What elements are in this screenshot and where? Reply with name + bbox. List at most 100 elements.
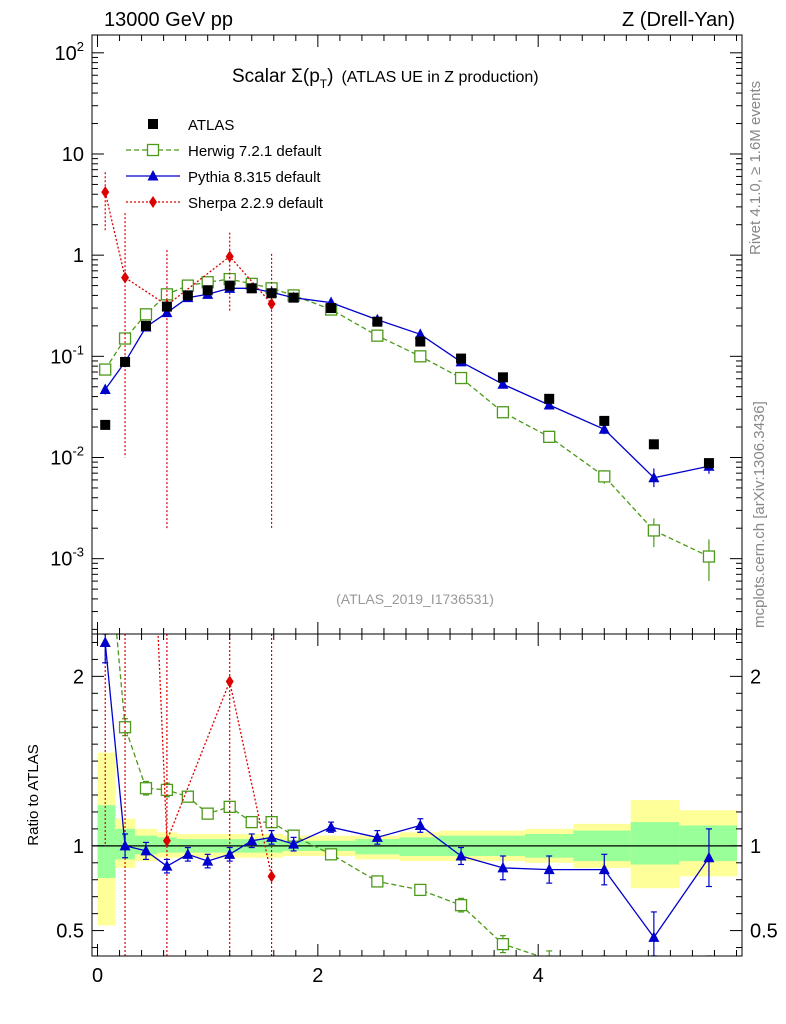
ratio-point	[140, 844, 152, 856]
analysis-id-label: (ATLAS_2019_I1736531)	[336, 591, 494, 607]
legend-entry: Pythia 8.315 default	[126, 169, 321, 186]
ratio-line	[116, 634, 541, 956]
data-point	[543, 430, 556, 443]
data-point	[139, 308, 153, 321]
ratio-point	[224, 848, 236, 859]
data-point	[101, 186, 110, 199]
data-point	[140, 320, 151, 331]
data-point	[121, 271, 130, 284]
ratio-point	[182, 848, 194, 859]
data-point	[161, 301, 172, 312]
legend-marker	[147, 170, 159, 181]
header-labels: 13000 GeV pp Z (Drell-Yan)	[104, 9, 735, 31]
ratio-point	[598, 863, 610, 875]
main-ytick-labels: 10-3 10-2 10-1 1 10 102	[50, 39, 84, 571]
data-point	[702, 550, 716, 563]
ytick-label: 10-1	[50, 342, 84, 368]
ratio-plot-content	[92, 634, 742, 956]
series-atlas	[100, 280, 714, 469]
ratio-point	[288, 838, 300, 849]
plot-title-sub: T	[320, 77, 328, 91]
band-green	[97, 805, 116, 879]
xtick-label: 0	[92, 965, 103, 987]
ratio-point	[161, 860, 173, 871]
data-point	[414, 350, 427, 363]
series-herwig-7-2-1-default	[99, 272, 716, 582]
series-line	[104, 278, 710, 558]
ratio-ytick-label-right: 0.5	[750, 921, 778, 943]
ratio-point	[246, 834, 258, 846]
data-point	[99, 383, 111, 394]
legend-marker	[146, 143, 160, 157]
header-right-label: Z (Drell-Yan)	[622, 9, 735, 31]
ratio-series-pythia-8-315-default	[99, 634, 715, 956]
data-point	[326, 303, 337, 314]
legend: ATLAS Herwig 7.2.1 default Pythia 8.315 de…	[126, 117, 324, 212]
ytick-label: 1	[73, 245, 84, 267]
data-point	[266, 288, 277, 299]
series-sherpa-2-2-9-default	[101, 172, 276, 529]
data-point	[598, 470, 611, 483]
data-point	[414, 328, 426, 339]
main-plot-content	[99, 172, 716, 582]
ratio-point	[497, 861, 509, 873]
ratio-axis-ticks	[92, 634, 742, 956]
ratio-point	[371, 831, 383, 842]
data-point	[224, 280, 235, 291]
ratio-point	[324, 848, 338, 861]
data-point	[703, 458, 714, 469]
data-point	[202, 285, 213, 296]
legend-entry: Herwig 7.2.1 default	[126, 143, 322, 160]
plot-title-suffix: (ATLAS UE in Z production)	[341, 69, 538, 86]
data-point	[599, 415, 610, 426]
data-point	[497, 372, 508, 383]
ratio-point	[266, 831, 278, 842]
legend-label: Herwig 7.2.1 default	[188, 143, 322, 160]
data-point	[454, 371, 468, 385]
data-point	[598, 423, 610, 434]
data-point	[647, 524, 661, 537]
ratio-point	[225, 675, 234, 688]
data-point	[267, 297, 276, 310]
data-point	[543, 399, 555, 410]
data-point	[371, 329, 384, 342]
ratio-point	[371, 875, 384, 888]
data-point	[415, 336, 426, 347]
legend-label: ATLAS	[188, 117, 234, 134]
ratio-point	[201, 807, 214, 820]
band-green	[399, 837, 440, 857]
main-axis-ticks	[92, 35, 742, 634]
band-green	[355, 839, 400, 855]
legend-label: Pythia 8.315 default	[188, 169, 321, 186]
ratio-point	[267, 870, 276, 883]
ratio-point	[543, 863, 555, 875]
plot-title: Scalar Σ(pT) (ATLAS UE in Z production)	[232, 66, 539, 91]
data-point	[182, 290, 193, 301]
legend-marker	[149, 196, 157, 208]
ratio-point	[162, 834, 171, 847]
xtick-label: 4	[533, 965, 544, 987]
data-point	[225, 250, 234, 263]
ratio-point	[245, 815, 258, 829]
ratio-line	[104, 642, 710, 939]
ratio-point	[119, 839, 131, 851]
ratio-point	[202, 855, 214, 866]
ratio-panel: 0.5 0.5 1 1 2 2 0 2 4 Ratio to ATLAS	[25, 633, 778, 987]
ratio-ytick-label-right: 1	[750, 836, 761, 858]
ratio-point	[181, 790, 194, 803]
side-labels: Rivet 4.1.0, ≥ 1.6M events mcplots.cern.…	[747, 81, 768, 628]
band-green	[630, 822, 680, 865]
data-point	[648, 471, 660, 483]
xtick-label: 2	[312, 965, 323, 987]
data-point	[161, 306, 173, 318]
ratio-point	[496, 937, 510, 951]
ytick-label: 102	[55, 39, 84, 65]
ratio-series-herwig-7-2-1-default	[102, 634, 712, 956]
ratio-ytick-label-right: 2	[750, 666, 761, 688]
ratio-point	[455, 850, 467, 861]
mcplots-label: mcplots.cern.ch [arXiv:1306.3436]	[751, 401, 768, 628]
data-point	[100, 419, 111, 430]
data-point	[544, 393, 555, 404]
ytick-label: 10-3	[50, 545, 84, 571]
